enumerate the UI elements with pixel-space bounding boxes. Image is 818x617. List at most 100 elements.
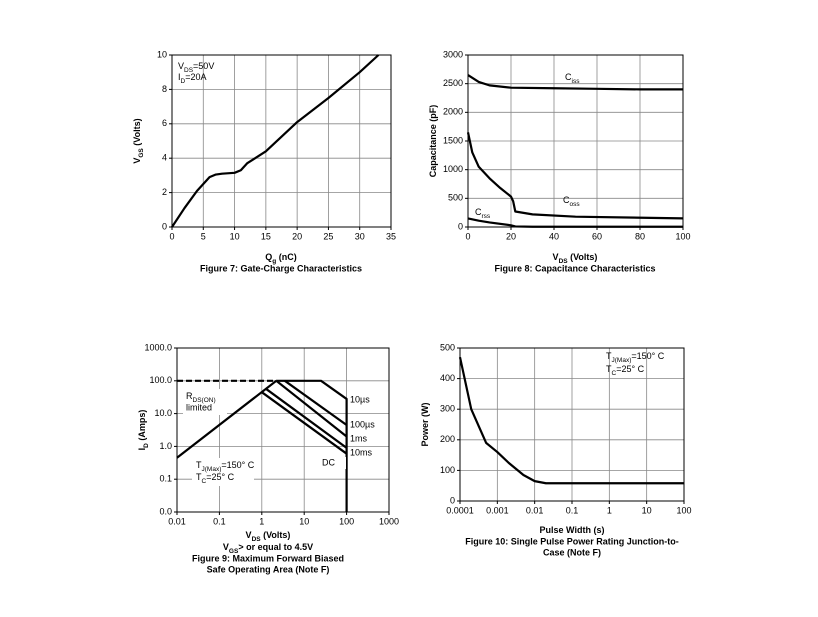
y-tick-label: 3000 — [443, 49, 463, 59]
x-tick-label: 40 — [549, 231, 559, 241]
series-label-part: rss — [482, 213, 491, 220]
x-tick-label: 0.01 — [168, 516, 186, 526]
label-bg — [348, 433, 374, 445]
annotation: TJ(Max)=150° C — [196, 460, 255, 473]
x-axis-label-part: Pulse Width (s) — [540, 525, 605, 535]
y-tick-label: 0 — [450, 495, 455, 505]
series-line — [466, 132, 684, 220]
annotation-part: J(Max) — [202, 466, 222, 473]
caption: Safe Operating Area (Note F) — [207, 564, 330, 574]
x-tick-label: 0.1 — [566, 505, 579, 515]
x-axis-label-part: (nC) — [276, 252, 297, 262]
annotation-part: V — [178, 61, 184, 71]
annotation-part: =150° C — [221, 460, 254, 470]
y-axis-label-part: (Volts) — [132, 118, 142, 148]
x-axis-label: Pulse Width (s) — [540, 525, 605, 535]
y-tick-label: 2500 — [443, 78, 463, 88]
annotation: TJ(Max)=150° C — [606, 351, 665, 364]
x-tick-label: 10 — [230, 231, 240, 241]
x-tick-label: 1000 — [379, 516, 399, 526]
caption-part: GS — [229, 548, 239, 555]
series-label: DC — [322, 457, 335, 467]
y-tick-label: 1.0 — [159, 441, 172, 451]
y-tick-label: 0.0 — [159, 506, 172, 516]
x-tick-label: 80 — [635, 231, 645, 241]
series-line — [176, 379, 277, 459]
series-line — [458, 356, 684, 485]
y-tick-label: 1000 — [443, 164, 463, 174]
x-axis-label-part: (Volts) — [568, 252, 598, 262]
y-tick-label: 400 — [440, 373, 455, 383]
annotation-part: I — [178, 72, 181, 82]
x-tick-label: 100 — [676, 505, 691, 515]
annotation-part: J(Max) — [612, 357, 632, 364]
series-label-part: iss — [572, 78, 581, 85]
series-label-part: C — [565, 72, 572, 82]
y-tick-label: 2000 — [443, 107, 463, 117]
annotation: limited — [186, 402, 212, 412]
x-tick-label: 20 — [292, 231, 302, 241]
annotation: RDS(ON) — [186, 391, 216, 404]
y-axis-label: VGS (Volts) — [132, 118, 145, 163]
x-tick-label: 5 — [201, 231, 206, 241]
y-tick-label: 200 — [440, 434, 455, 444]
series-line — [276, 379, 348, 512]
y-tick-label: 500 — [448, 193, 463, 203]
y-tick-label: 10.0 — [154, 408, 172, 418]
x-axis-label: VDS (Volts) — [246, 530, 291, 543]
series-label: 1ms — [350, 433, 368, 443]
annotation-part: T — [196, 472, 202, 482]
series-label: 10ms — [350, 447, 373, 457]
label-bg — [348, 394, 374, 406]
y-axis-label: Power (W) — [420, 402, 430, 446]
x-axis-label: Qg (nC) — [265, 252, 297, 265]
annotation: TC=25° C — [606, 364, 645, 377]
caption: Case (Note F) — [543, 547, 601, 557]
y-tick-label: 0.1 — [159, 474, 172, 484]
y-tick-label: 6 — [162, 118, 167, 128]
series-label: Ciss — [565, 72, 580, 85]
caption: Figure 7: Gate-Charge Characteristics — [200, 263, 362, 273]
y-tick-label: 100 — [440, 465, 455, 475]
annotation: ID=20A — [178, 72, 207, 85]
annotation-part: R — [186, 391, 193, 401]
x-tick-label: 0 — [465, 231, 470, 241]
x-tick-label: 0.1 — [213, 516, 226, 526]
y-axis-label-part: D — [143, 443, 150, 448]
x-tick-label: 0.001 — [486, 505, 509, 515]
annotation-part: D — [181, 78, 186, 85]
x-tick-label: 10 — [642, 505, 652, 515]
series-label: Crss — [475, 207, 491, 220]
annotation-part: T — [606, 351, 612, 361]
label-bg — [348, 419, 374, 431]
y-axis-label-part: V — [132, 158, 142, 164]
y-tick-label: 500 — [440, 342, 455, 352]
y-tick-label: 100.0 — [149, 375, 172, 385]
x-tick-label: 60 — [592, 231, 602, 241]
caption: VGS> or equal to 4.5V — [223, 542, 313, 555]
x-tick-label: 100 — [339, 516, 354, 526]
x-tick-label: 20 — [506, 231, 516, 241]
x-tick-label: 1 — [259, 516, 264, 526]
y-axis-label: ID (Amps) — [137, 410, 150, 451]
annotation: VDS=50V — [178, 61, 214, 74]
annotation-part: C — [202, 478, 207, 485]
series-line — [284, 379, 348, 426]
y-tick-label: 8 — [162, 84, 167, 94]
series-label: 10µs — [350, 394, 370, 404]
x-tick-label: 1 — [607, 505, 612, 515]
x-tick-label: 0.0001 — [446, 505, 474, 515]
x-tick-label: 15 — [261, 231, 271, 241]
annotation-part: T — [606, 364, 612, 374]
x-tick-label: 0 — [169, 231, 174, 241]
y-axis-label: Capacitance (pF) — [428, 105, 438, 178]
series-label: 100µs — [350, 419, 375, 429]
x-tick-label: 35 — [386, 231, 396, 241]
x-tick-label: 30 — [355, 231, 365, 241]
x-axis-label-part: g — [272, 258, 276, 265]
annotation-bg — [183, 389, 227, 415]
x-axis-label-part: DS — [252, 536, 262, 543]
x-axis-label-part: V — [246, 530, 252, 540]
annotation-part: DS(ON) — [193, 397, 216, 404]
